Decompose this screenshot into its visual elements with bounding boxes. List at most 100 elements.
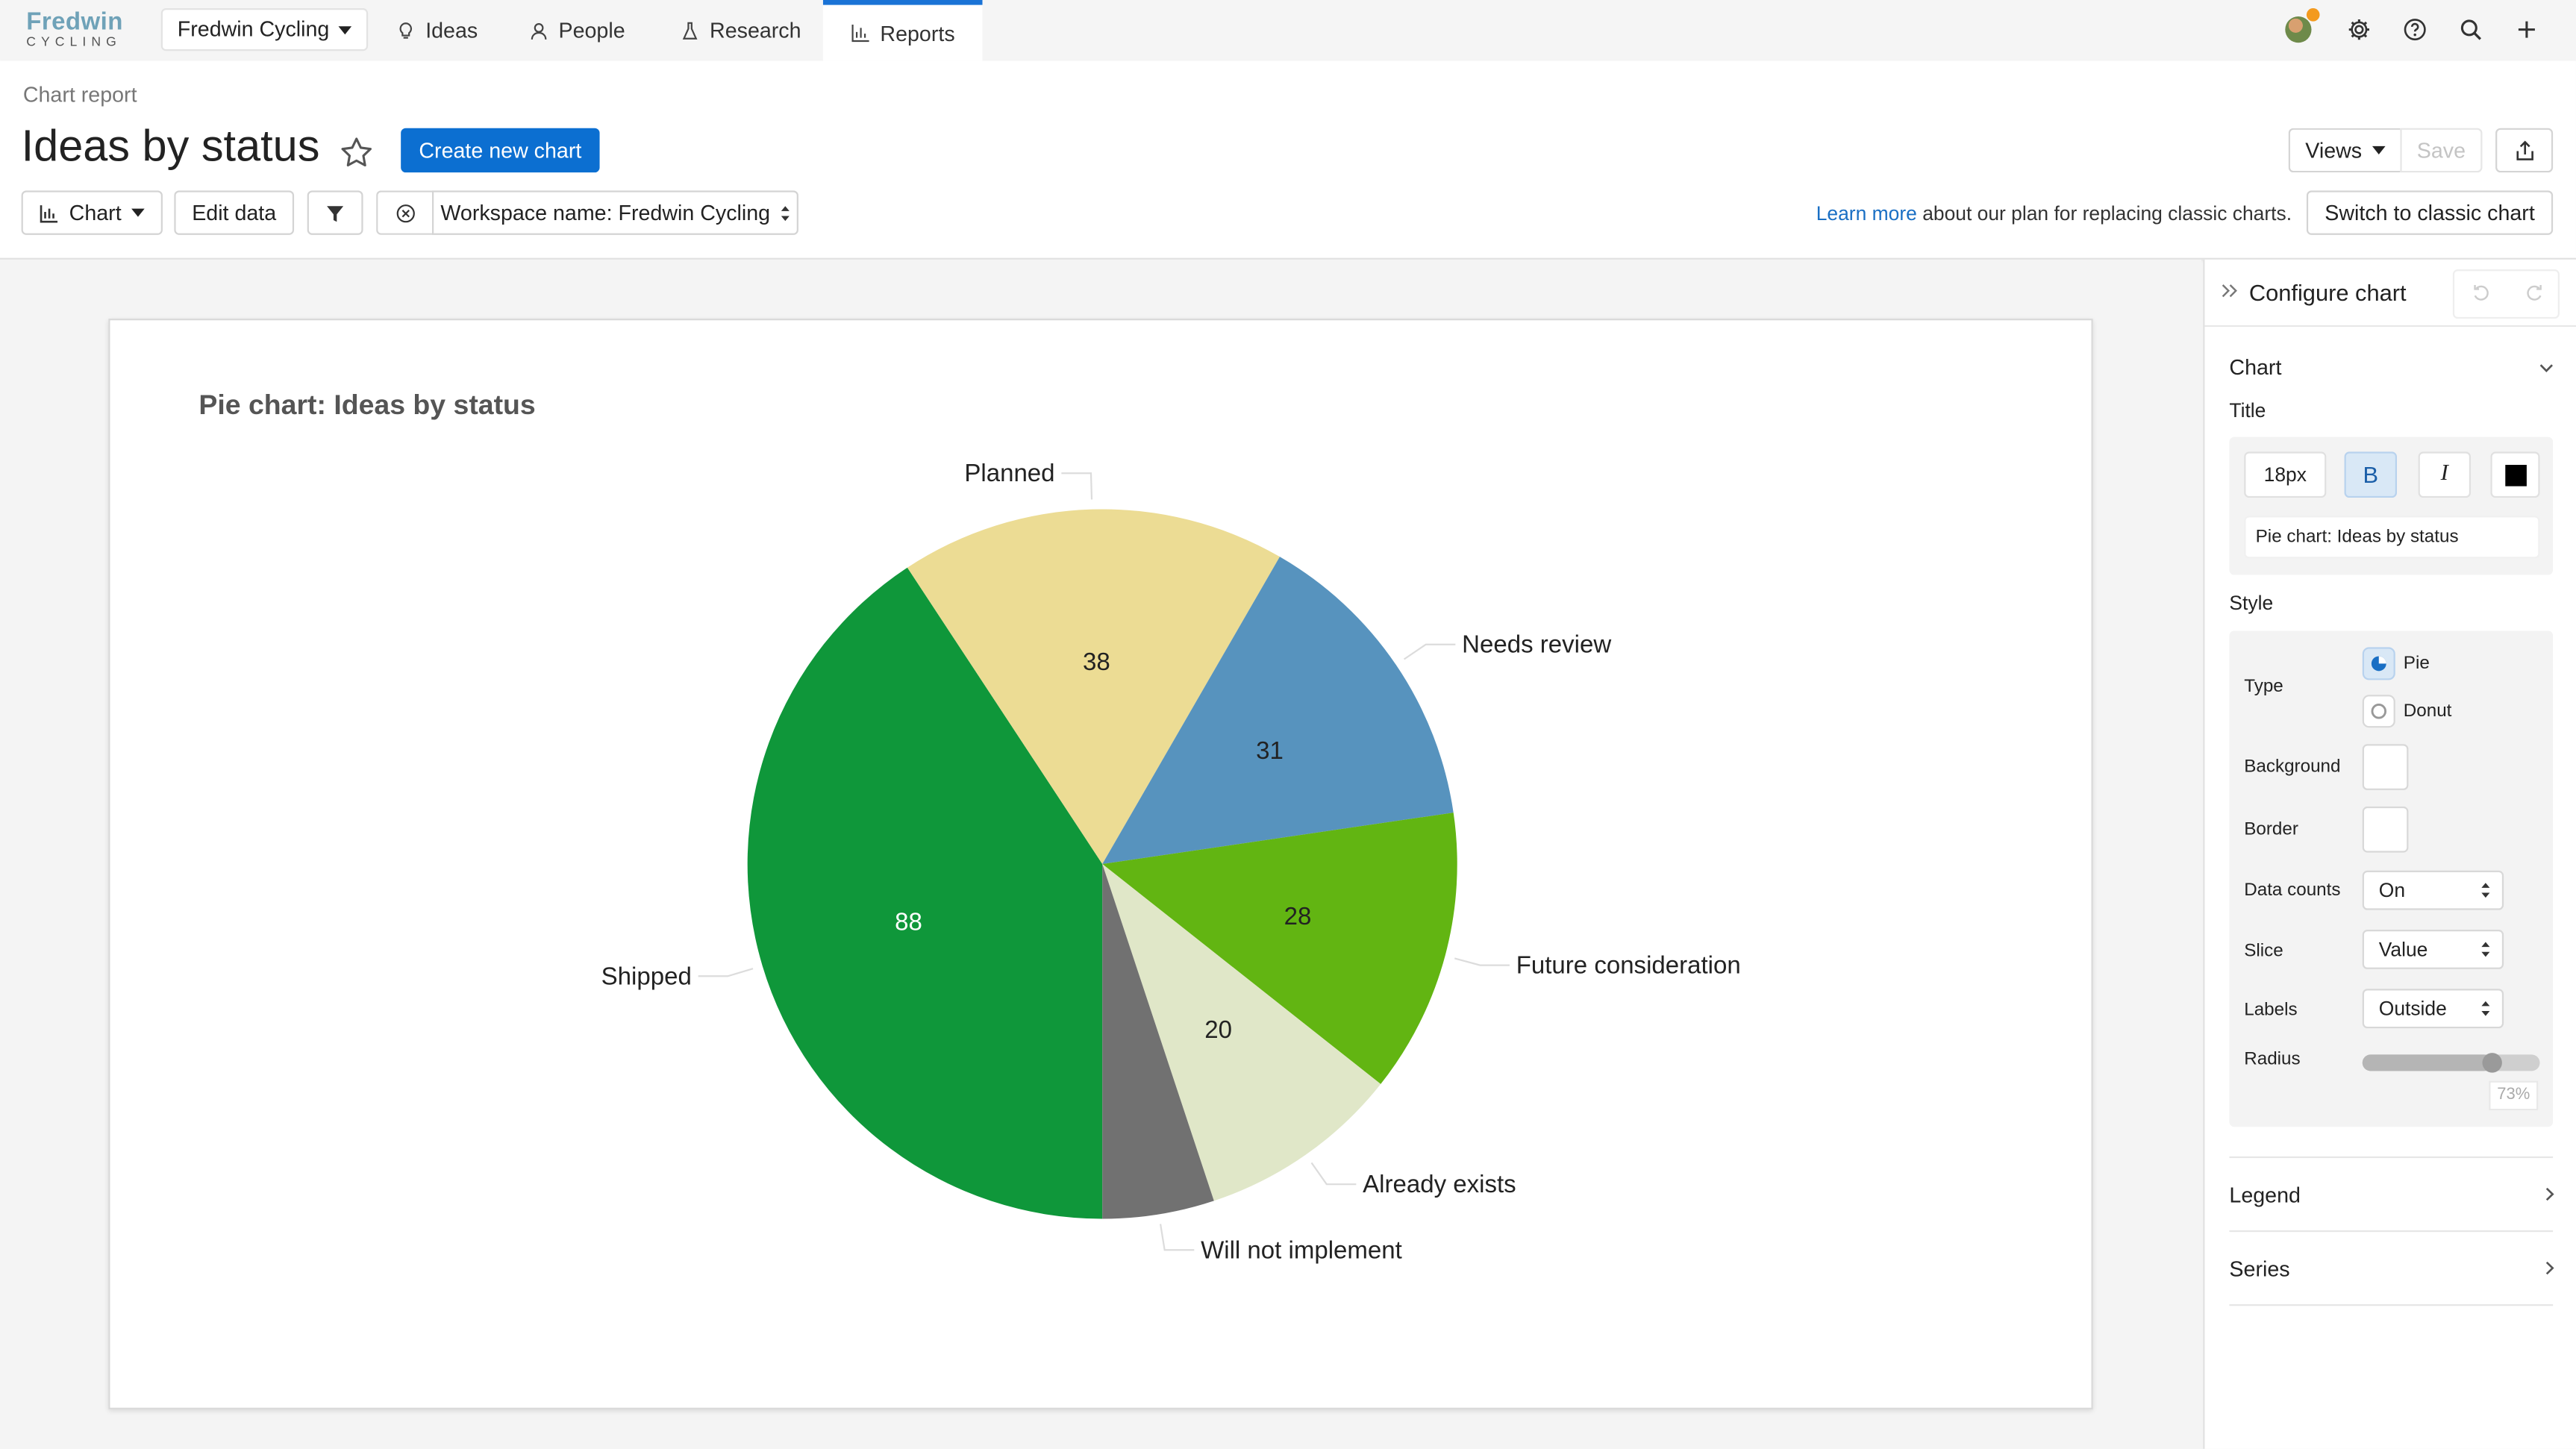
workspace-filter-label: Workspace name: Fredwin Cycling bbox=[440, 200, 771, 225]
pie-slice-label: Shipped bbox=[601, 962, 692, 989]
classic-chart-notice: Learn more about our plan for replacing … bbox=[1816, 202, 2292, 225]
app-logo[interactable]: Fredwin CYCLING bbox=[26, 10, 128, 49]
gear-icon[interactable] bbox=[2346, 16, 2372, 43]
bold-toggle[interactable]: B bbox=[2344, 451, 2397, 498]
filter-button[interactable] bbox=[307, 190, 363, 235]
clear-filter-button[interactable] bbox=[376, 190, 432, 235]
pie-leader-line bbox=[1454, 957, 1510, 966]
pie-type-radio[interactable] bbox=[2362, 647, 2395, 680]
pie-leader-line bbox=[1159, 1224, 1195, 1251]
configure-chart-panel: Configure chart Chart Title 18px B I Pie… bbox=[2203, 259, 2576, 1449]
title-text-input[interactable]: Pie chart: Ideas by status bbox=[2244, 516, 2540, 559]
radius-label: Radius bbox=[2244, 1049, 2301, 1070]
pie-slice-planned[interactable] bbox=[907, 509, 1280, 864]
data-counts-select[interactable]: On bbox=[2362, 870, 2504, 910]
help-icon[interactable] bbox=[2402, 16, 2428, 43]
edit-data-button[interactable]: Edit data bbox=[174, 190, 295, 235]
pie-icon bbox=[2371, 656, 2386, 672]
pie-leader-line bbox=[1061, 472, 1093, 500]
save-button[interactable]: Save bbox=[2400, 128, 2483, 173]
font-size-input[interactable]: 18px bbox=[2244, 451, 2327, 498]
radius-slider-thumb[interactable] bbox=[2482, 1053, 2502, 1073]
breadcrumb: Chart report bbox=[22, 82, 137, 107]
caret-down-icon bbox=[131, 208, 145, 217]
star-icon[interactable] bbox=[339, 135, 375, 171]
undo-icon[interactable] bbox=[2471, 283, 2492, 304]
nav-tab-label: Ideas bbox=[425, 18, 478, 43]
chart-canvas-area: Pie chart: Ideas by status 88 Shipped 38 Pl… bbox=[0, 259, 2202, 1449]
workspace-filter[interactable]: Workspace name: Fredwin Cycling bbox=[431, 190, 798, 235]
save-label: Save bbox=[2416, 137, 2466, 163]
nav-tab-ideas[interactable]: Ideas bbox=[396, 0, 478, 60]
divider bbox=[2229, 1156, 2554, 1159]
radius-slider[interactable] bbox=[2362, 1053, 2540, 1073]
collapse-panel-icon[interactable] bbox=[2218, 279, 2241, 302]
slice-select[interactable]: Value bbox=[2362, 930, 2504, 969]
font-size-value: 18px bbox=[2263, 463, 2307, 486]
legend-section-header[interactable]: Legend bbox=[2229, 1183, 2301, 1208]
page-title: Ideas by status bbox=[21, 121, 320, 171]
chevron-right-icon[interactable] bbox=[2540, 1258, 2560, 1277]
search-icon[interactable] bbox=[2457, 16, 2483, 43]
title-text-value: Pie chart: Ideas by status bbox=[2255, 527, 2459, 548]
person-icon bbox=[531, 22, 547, 39]
pie-slice-needs-review[interactable] bbox=[1102, 557, 1454, 864]
chart-section-header[interactable]: Chart bbox=[2229, 354, 2282, 380]
caret-down-icon bbox=[2372, 145, 2385, 154]
pie-type-label: Pie bbox=[2403, 654, 2430, 674]
views-label: Views bbox=[2305, 137, 2363, 163]
chevron-right-icon[interactable] bbox=[2540, 1184, 2560, 1204]
close-circle-icon bbox=[396, 203, 414, 222]
title-label: Title bbox=[2229, 398, 2266, 422]
labels-select[interactable]: Outside bbox=[2362, 989, 2504, 1029]
pie-slice-will-not-implement[interactable] bbox=[1102, 863, 1214, 1219]
chart-card[interactable]: Pie chart: Ideas by status 88 Shipped 38 Pl… bbox=[108, 319, 2093, 1409]
divider bbox=[2229, 1230, 2554, 1233]
title-settings-group: 18px B I Pie chart: Ideas by status bbox=[2229, 436, 2554, 575]
filter-icon bbox=[327, 205, 344, 222]
avatar[interactable] bbox=[2285, 16, 2312, 43]
series-section-header[interactable]: Series bbox=[2229, 1256, 2290, 1282]
share-icon bbox=[2516, 140, 2533, 160]
pie-slice-label: Will not implement bbox=[1201, 1236, 1402, 1263]
nav-tab-reports[interactable]: Reports bbox=[822, 0, 983, 61]
bar-chart-icon bbox=[851, 25, 869, 43]
nav-tab-research[interactable]: Research bbox=[680, 0, 801, 60]
donut-icon bbox=[2371, 704, 2387, 719]
redo-icon[interactable] bbox=[2524, 283, 2545, 304]
workspace-selector[interactable]: Fredwin Cycling bbox=[160, 8, 369, 51]
chart-label: Chart bbox=[69, 200, 122, 225]
chevron-down-icon[interactable] bbox=[2536, 358, 2556, 378]
logo-tagline: CYCLING bbox=[26, 34, 122, 50]
panel-title: Configure chart bbox=[2248, 279, 2407, 306]
chart-type-button[interactable]: Chart bbox=[21, 190, 163, 235]
border-color-picker[interactable] bbox=[2362, 806, 2409, 853]
pie-slice-label: Needs review bbox=[1462, 630, 1611, 658]
share-button[interactable] bbox=[2495, 128, 2554, 173]
title-color-picker[interactable] bbox=[2490, 451, 2540, 498]
pie-slice-shipped[interactable] bbox=[747, 567, 1103, 1219]
nav-tab-people[interactable]: People bbox=[529, 0, 625, 60]
nav-tab-label: Reports bbox=[880, 20, 955, 46]
learn-more-link[interactable]: Learn more bbox=[1816, 201, 1917, 225]
views-button[interactable]: Views bbox=[2288, 128, 2401, 173]
color-swatch bbox=[2504, 463, 2526, 486]
background-color-picker[interactable] bbox=[2362, 744, 2409, 790]
pie-slice-already-exists[interactable] bbox=[1102, 863, 1381, 1201]
pie-leader-line bbox=[698, 968, 754, 977]
donut-type-radio[interactable] bbox=[2362, 695, 2395, 728]
data-counts-label: Data counts bbox=[2244, 880, 2341, 901]
pie-slice-label: Future consideration bbox=[1516, 951, 1741, 979]
pie-data-count: 88 bbox=[895, 908, 922, 936]
flask-icon bbox=[682, 21, 698, 39]
labels-value: Outside bbox=[2378, 997, 2447, 1021]
pie-data-count: 31 bbox=[1256, 736, 1284, 764]
pie-chart: 88 Shipped 38 Planned 31 Needs review 28 Future… bbox=[601, 459, 1741, 1263]
pie-slice-future-consideration[interactable] bbox=[1102, 813, 1457, 1084]
switch-label: Switch to classic chart bbox=[2325, 200, 2535, 225]
italic-toggle[interactable]: I bbox=[2418, 451, 2472, 498]
switch-to-classic-button[interactable]: Switch to classic chart bbox=[2306, 190, 2554, 235]
plus-icon[interactable] bbox=[2513, 16, 2539, 43]
create-new-chart-button[interactable]: Create new chart bbox=[401, 128, 600, 173]
